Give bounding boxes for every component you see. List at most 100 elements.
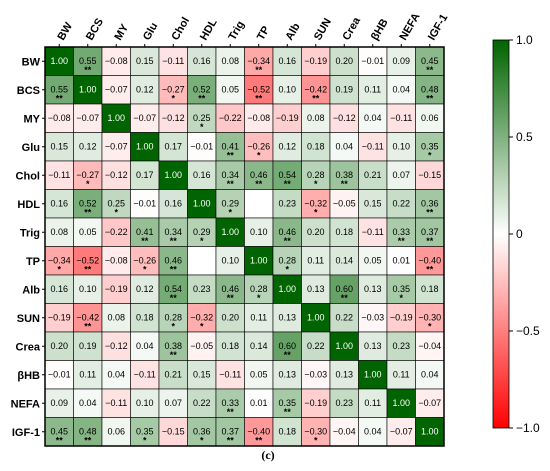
cell-value-label: 0.11 — [250, 312, 267, 322]
heatmap-cell — [244, 46, 274, 76]
cell-value-label: 0.12 — [136, 284, 154, 294]
cell-value-label: −0.01 — [361, 56, 384, 66]
cell-value-label: 0.35 — [136, 426, 154, 436]
cell-value-label: 0.35 — [278, 398, 296, 408]
cell-value-label: 0.22 — [193, 398, 211, 408]
heatmap-cell — [358, 303, 388, 333]
cell-significance-label: ** — [312, 94, 320, 104]
cell-value-label: 0.45 — [421, 56, 439, 66]
cell-value-label: −0.11 — [390, 113, 412, 123]
cell-value-label: −0.12 — [105, 170, 128, 180]
cell-value-label: 0.25 — [193, 113, 211, 123]
cell-significance-label: * — [257, 293, 261, 303]
cell-value-label: 0.13 — [364, 341, 382, 351]
heatmap-cell — [301, 274, 331, 304]
heatmap-cell — [272, 360, 302, 390]
cell-value-label: −0.03 — [304, 369, 327, 379]
cell-significance-label: * — [428, 151, 432, 161]
cell-value-label: 0.13 — [335, 369, 353, 379]
cell-value-label: 0.54 — [278, 170, 296, 180]
heatmap-cell — [301, 246, 331, 276]
cell-value-label: −0.08 — [105, 56, 128, 66]
cell-value-label: 0.36 — [421, 198, 439, 208]
cell-value-label: 0.28 — [278, 255, 296, 265]
heatmap-cell — [130, 360, 160, 390]
heatmap-cell — [44, 360, 74, 390]
row-label: NEFA — [11, 398, 40, 410]
cell-significance-label: ** — [56, 94, 64, 104]
heatmap-cell — [329, 388, 359, 418]
heatmap-cell — [415, 189, 445, 219]
cell-value-label: 0.23 — [193, 284, 211, 294]
column-label: Crea — [340, 15, 363, 43]
cell-value-label: 0.60 — [278, 341, 296, 351]
cell-significance-label: ** — [398, 236, 406, 246]
cell-value-label: 0.36 — [193, 426, 211, 436]
cell-value-label: 0.08 — [221, 56, 239, 66]
cell-significance-label: ** — [227, 436, 235, 446]
heatmap-cell — [272, 103, 302, 133]
column-label: BW — [55, 20, 75, 42]
heatmap-cell — [244, 274, 274, 304]
cell-value-label: −0.01 — [48, 369, 71, 379]
cell-significance-label: * — [314, 436, 318, 446]
colorbar-tick-label: −1.0 — [516, 421, 540, 435]
cell-value-label: −0.01 — [133, 198, 156, 208]
heatmap-cell — [101, 388, 131, 418]
cell-value-label: −0.07 — [390, 426, 413, 436]
cell-value-label: 0.45 — [50, 426, 68, 436]
cell-value-label: −0.26 — [247, 141, 270, 151]
heatmap-cell — [415, 417, 445, 447]
heatmap-cell — [415, 274, 445, 304]
cell-value-label: −0.52 — [76, 255, 99, 265]
cell-value-label: 0.14 — [250, 341, 268, 351]
cell-significance-label: * — [428, 322, 432, 332]
heatmap-cell — [244, 132, 274, 162]
cell-value-label: −0.27 — [162, 84, 185, 94]
cell-significance-label: * — [314, 208, 318, 218]
row-label: Chol — [16, 170, 40, 182]
cell-value-label: 0.09 — [50, 398, 68, 408]
heatmap-cell — [358, 160, 388, 190]
heatmap-cell — [329, 274, 359, 304]
heatmap-cell — [215, 303, 245, 333]
cell-value-label: 1.00 — [392, 398, 410, 408]
cell-value-label: 0.41 — [136, 227, 154, 237]
heatmap-cell — [329, 217, 359, 247]
cell-value-label: 0.46 — [164, 255, 182, 265]
row-label: TP — [26, 256, 40, 268]
cell-value-label: 0.52 — [79, 198, 97, 208]
colorbar-tick-label: 1.0 — [516, 33, 533, 47]
column-label: NEFA — [397, 11, 422, 42]
heatmap-cell — [44, 303, 74, 333]
heatmap-cell — [44, 246, 74, 276]
heatmap-cell — [358, 103, 388, 133]
cell-value-label: 0.12 — [278, 141, 296, 151]
cell-value-label: 0.08 — [307, 113, 325, 123]
cell-significance-label: ** — [341, 293, 349, 303]
cell-value-label: −0.26 — [133, 255, 156, 265]
cell-value-label: 1.00 — [221, 227, 239, 237]
row-label: IGF-1 — [12, 427, 40, 439]
heatmap-cell — [215, 274, 245, 304]
cell-value-label: 0.29 — [193, 227, 211, 237]
heatmap-cell — [301, 360, 331, 390]
cell-value-label: 0.07 — [164, 398, 182, 408]
cell-value-label: 0.23 — [392, 341, 410, 351]
cell-value-label: 0.04 — [335, 141, 353, 151]
heatmap-cell — [101, 103, 131, 133]
cell-value-label: −0.19 — [48, 312, 71, 322]
cell-value-label: 0.04 — [392, 84, 410, 94]
cell-value-label: 0.54 — [164, 284, 182, 294]
heatmap-cell — [415, 217, 445, 247]
row-label: Trig — [20, 227, 40, 239]
heatmap-cell — [158, 417, 188, 447]
heatmap-cell — [73, 132, 103, 162]
cell-significance-label: * — [143, 265, 147, 275]
cell-value-label: −0.07 — [105, 141, 128, 151]
heatmap-cell — [386, 388, 416, 418]
heatmap-cell — [101, 217, 131, 247]
cell-value-label: −0.22 — [105, 227, 128, 237]
column-label: HDL — [198, 17, 220, 43]
